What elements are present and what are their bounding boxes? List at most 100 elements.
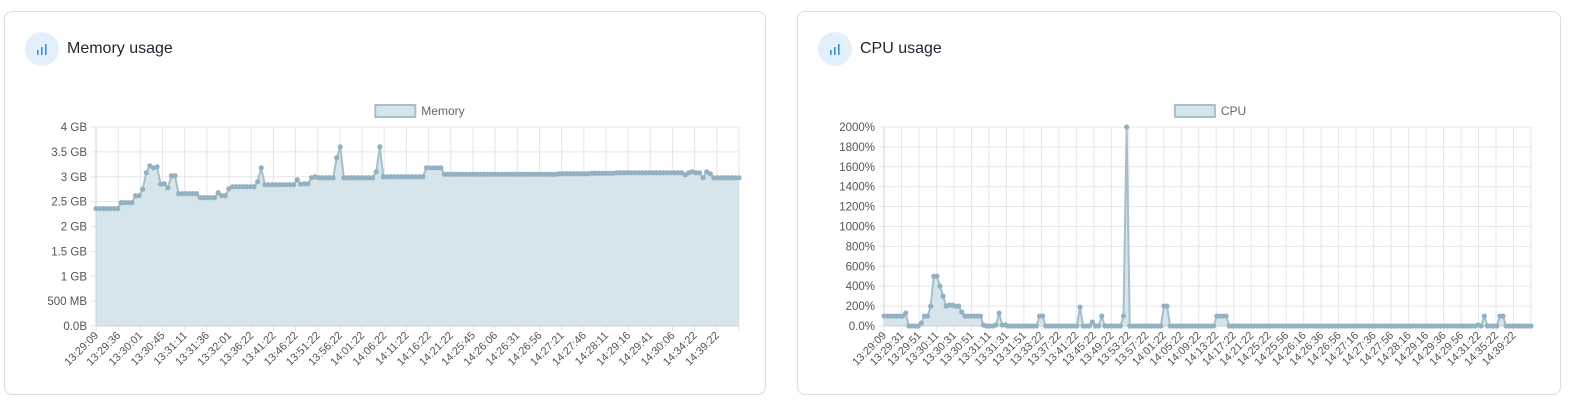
cpu-data-point[interactable]: [924, 313, 931, 319]
cpu-data-point[interactable]: [940, 293, 946, 299]
memory-data-point[interactable]: [197, 195, 203, 201]
memory-data-point[interactable]: [240, 184, 246, 190]
cpu-data-point[interactable]: [1494, 323, 1500, 329]
memory-legend[interactable]: Memory: [374, 104, 465, 118]
memory-data-point[interactable]: [395, 174, 401, 180]
memory-data-point[interactable]: [599, 170, 606, 176]
memory-data-point[interactable]: [456, 171, 462, 177]
memory-data-point[interactable]: [384, 174, 390, 180]
memory-data-point[interactable]: [233, 184, 239, 190]
memory-data-point[interactable]: [319, 175, 325, 181]
memory-data-point[interactable]: [603, 170, 609, 176]
memory-data-point[interactable]: [201, 195, 207, 201]
memory-data-point[interactable]: [528, 171, 534, 177]
memory-data-point[interactable]: [359, 175, 365, 181]
memory-data-point[interactable]: [402, 174, 408, 180]
memory-data-point[interactable]: [179, 191, 185, 197]
memory-data-point[interactable]: [484, 171, 491, 177]
memory-data-point[interactable]: [560, 171, 566, 177]
memory-data-point[interactable]: [172, 173, 178, 179]
memory-data-point[interactable]: [165, 185, 171, 191]
memory-data-point[interactable]: [675, 170, 681, 176]
memory-data-point[interactable]: [574, 171, 580, 177]
cpu-data-point[interactable]: [1033, 323, 1040, 329]
cpu-data-point[interactable]: [934, 273, 940, 279]
memory-data-point[interactable]: [571, 171, 577, 177]
memory-data-point[interactable]: [592, 170, 598, 176]
memory-data-point[interactable]: [161, 181, 167, 187]
memory-data-point[interactable]: [696, 170, 703, 176]
memory-data-point[interactable]: [276, 182, 282, 188]
cpu-data-point[interactable]: [903, 310, 909, 316]
memory-data-point[interactable]: [589, 170, 595, 176]
memory-data-point[interactable]: [290, 182, 297, 188]
memory-data-point[interactable]: [409, 174, 415, 180]
memory-data-point[interactable]: [262, 182, 268, 188]
cpu-data-point[interactable]: [1074, 323, 1080, 329]
memory-data-point[interactable]: [556, 171, 562, 177]
cpu-data-point[interactable]: [1158, 323, 1164, 329]
memory-data-point[interactable]: [488, 171, 494, 177]
memory-data-point[interactable]: [305, 181, 311, 187]
memory-data-point[interactable]: [154, 164, 160, 170]
memory-data-point[interactable]: [668, 170, 674, 176]
memory-data-point[interactable]: [477, 171, 483, 177]
memory-data-point[interactable]: [531, 171, 537, 177]
memory-data-point[interactable]: [265, 182, 272, 188]
memory-data-point[interactable]: [718, 175, 724, 181]
memory-data-point[interactable]: [294, 177, 300, 183]
cpu-data-point[interactable]: [1528, 323, 1534, 329]
memory-data-point[interactable]: [326, 175, 333, 181]
memory-data-point[interactable]: [136, 193, 142, 199]
memory-data-point[interactable]: [549, 171, 555, 177]
memory-data-point[interactable]: [96, 205, 103, 212]
memory-data-point[interactable]: [370, 175, 376, 181]
memory-data-point[interactable]: [693, 170, 699, 176]
memory-data-point[interactable]: [114, 205, 121, 212]
memory-data-point[interactable]: [93, 205, 99, 212]
memory-data-point[interactable]: [596, 170, 602, 176]
memory-data-point[interactable]: [140, 186, 146, 192]
memory-data-point[interactable]: [625, 170, 631, 176]
memory-data-point[interactable]: [628, 170, 634, 176]
memory-data-point[interactable]: [129, 200, 135, 206]
memory-data-point[interactable]: [330, 175, 336, 181]
memory-data-point[interactable]: [607, 170, 613, 176]
memory-data-point[interactable]: [438, 165, 444, 171]
cpu-data-point[interactable]: [1164, 303, 1170, 309]
memory-data-point[interactable]: [542, 171, 548, 177]
memory-data-point[interactable]: [215, 190, 221, 196]
memory-data-point[interactable]: [639, 170, 645, 176]
memory-data-point[interactable]: [492, 171, 498, 177]
memory-data-point[interactable]: [510, 171, 516, 177]
memory-data-point[interactable]: [204, 195, 210, 201]
memory-data-point[interactable]: [287, 182, 293, 188]
memory-data-point[interactable]: [578, 171, 584, 177]
memory-data-point[interactable]: [732, 175, 739, 181]
memory-data-point[interactable]: [255, 179, 261, 185]
cpu-data-point[interactable]: [1223, 313, 1229, 319]
memory-data-point[interactable]: [362, 175, 369, 181]
memory-data-point[interactable]: [251, 184, 257, 190]
memory-data-point[interactable]: [502, 171, 509, 177]
memory-data-point[interactable]: [524, 171, 530, 177]
memory-data-point[interactable]: [398, 174, 404, 180]
cpu-data-point[interactable]: [928, 303, 934, 309]
memory-data-point[interactable]: [643, 170, 649, 176]
memory-data-point[interactable]: [373, 169, 379, 175]
memory-data-point[interactable]: [416, 174, 422, 180]
memory-data-point[interactable]: [208, 195, 214, 201]
cpu-data-point[interactable]: [1211, 323, 1217, 329]
memory-data-point[interactable]: [229, 184, 236, 190]
memory-data-point[interactable]: [653, 170, 659, 176]
memory-data-point[interactable]: [445, 171, 451, 177]
memory-data-point[interactable]: [301, 181, 307, 187]
memory-data-point[interactable]: [481, 171, 487, 177]
memory-data-point[interactable]: [337, 144, 343, 150]
memory-data-point[interactable]: [449, 171, 455, 177]
memory-data-point[interactable]: [222, 193, 228, 199]
memory-data-point[interactable]: [466, 171, 473, 177]
memory-data-point[interactable]: [517, 171, 523, 177]
cpu-data-point[interactable]: [1086, 323, 1092, 329]
memory-data-point[interactable]: [722, 175, 728, 181]
